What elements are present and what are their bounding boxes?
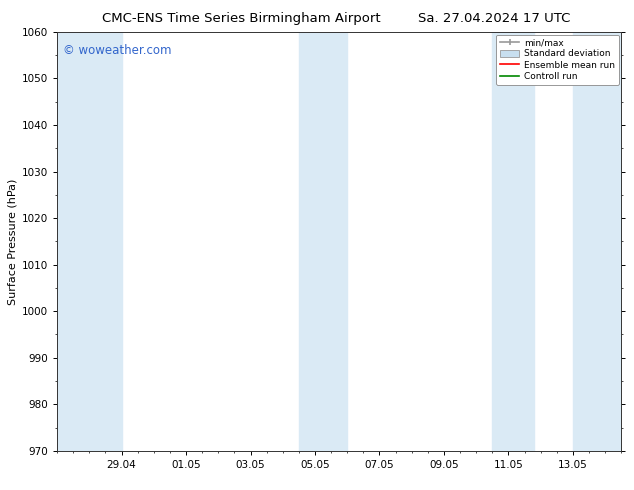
Text: © woweather.com: © woweather.com [63,45,171,57]
Y-axis label: Surface Pressure (hPa): Surface Pressure (hPa) [8,178,18,304]
Bar [493,32,534,451]
Text: CMC-ENS Time Series Birmingham Airport: CMC-ENS Time Series Birmingham Airport [101,12,380,25]
Bar [299,32,347,451]
Bar [57,32,122,451]
Bar [573,32,621,451]
Legend: min/max, Standard deviation, Ensemble mean run, Controll run: min/max, Standard deviation, Ensemble me… [496,35,619,85]
Text: Sa. 27.04.2024 17 UTC: Sa. 27.04.2024 17 UTC [418,12,571,25]
